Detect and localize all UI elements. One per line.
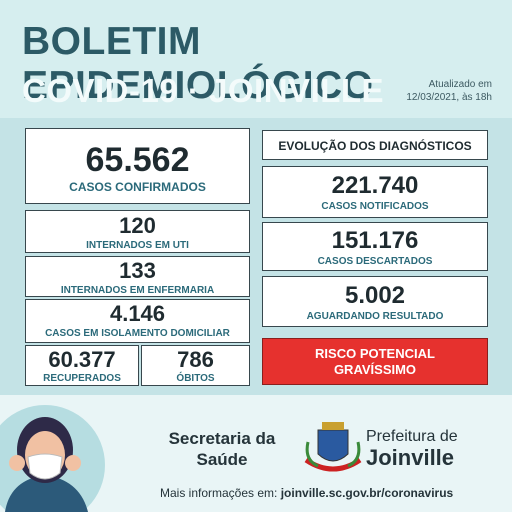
risk-line: RISCO POTENCIAL — [315, 346, 435, 361]
label: RECUPERADOS — [43, 373, 121, 384]
updated-line: 12/03/2021, às 18h — [406, 92, 492, 103]
panel-title-box: EVOLUÇÃO DOS DIAGNÓSTICOS — [262, 130, 488, 160]
label: CASOS NOTIFICADOS — [321, 201, 429, 212]
url[interactable]: joinville.sc.gov.br/coronavirus — [280, 486, 454, 500]
title: BOLETIM EPIDEMIOLÓGICO — [22, 20, 374, 107]
value: 4.146 — [109, 301, 166, 326]
panel-title: EVOLUÇÃO DOS DIAGNÓSTICOS — [278, 139, 472, 153]
secretaria-line: Saúde — [196, 450, 248, 469]
value: 133 — [119, 258, 156, 283]
card: 4.146 CASOS EM ISOLAMENTO DOMICILIAR — [25, 299, 250, 343]
value: 5.002 — [344, 282, 406, 309]
label: INTERNADOS EM UTI — [86, 240, 189, 251]
risk-box: RISCO POTENCIAL GRAVÍSSIMO — [262, 338, 488, 385]
value: 65.562 — [85, 141, 190, 179]
secretaria-line: Secretaria da — [168, 429, 276, 448]
card: 221.740 CASOS NOTIFICADOS — [262, 166, 488, 218]
card: 120 INTERNADOS EM UTI — [25, 210, 250, 253]
value: 151.176 — [331, 227, 419, 254]
shield — [317, 429, 349, 462]
value: 120 — [119, 213, 156, 238]
hand — [65, 455, 81, 471]
prefeitura-line: Joinville — [366, 445, 455, 470]
label: CASOS DESCARTADOS — [317, 256, 433, 267]
updated-line: Atualizado em — [428, 79, 492, 90]
card: 133 INTERNADOS EM ENFERMARIA — [25, 256, 250, 297]
hand — [9, 455, 25, 471]
secretaria: Secretaria da Saúde — [158, 428, 286, 470]
card: 151.176 CASOS DESCARTADOS — [262, 222, 488, 271]
label: AGUARDANDO RESULTADO — [306, 311, 444, 322]
header-band — [0, 0, 512, 118]
mask — [27, 453, 63, 480]
updated: Atualizado em 12/03/2021, às 18h — [380, 78, 492, 104]
value: 60.377 — [48, 347, 116, 372]
prefeitura-line: Prefeitura de — [366, 428, 458, 445]
crown — [322, 422, 344, 430]
label: CASOS EM ISOLAMENTO DOMICILIAR — [45, 328, 230, 339]
label: CASOS CONFIRMADOS — [69, 180, 206, 194]
leaves — [305, 441, 361, 468]
body — [5, 475, 88, 512]
coat-of-arms — [304, 422, 362, 472]
risk-line: GRAVÍSSIMO — [333, 362, 417, 377]
illustration — [0, 405, 105, 512]
card: 60.377 RECUPERADOS — [25, 345, 139, 386]
label: ÓBITOS — [176, 373, 215, 384]
value: 786 — [177, 347, 214, 372]
prefeitura: Prefeitura de Joinville — [366, 428, 458, 470]
more-info: Mais informações em: joinville.sc.gov.br… — [160, 486, 453, 500]
label: INTERNADOS EM ENFERMARIA — [60, 285, 215, 296]
value: 221.740 — [331, 172, 419, 199]
card: 65.562 CASOS CONFIRMADOS — [25, 128, 250, 204]
card: 5.002 AGUARDANDO RESULTADO — [262, 276, 488, 327]
card: 786 ÓBITOS — [141, 345, 250, 386]
more-info-label: Mais informações em: — [160, 486, 278, 500]
subtitle: COVID-19 · JOINVILLE — [22, 72, 385, 109]
